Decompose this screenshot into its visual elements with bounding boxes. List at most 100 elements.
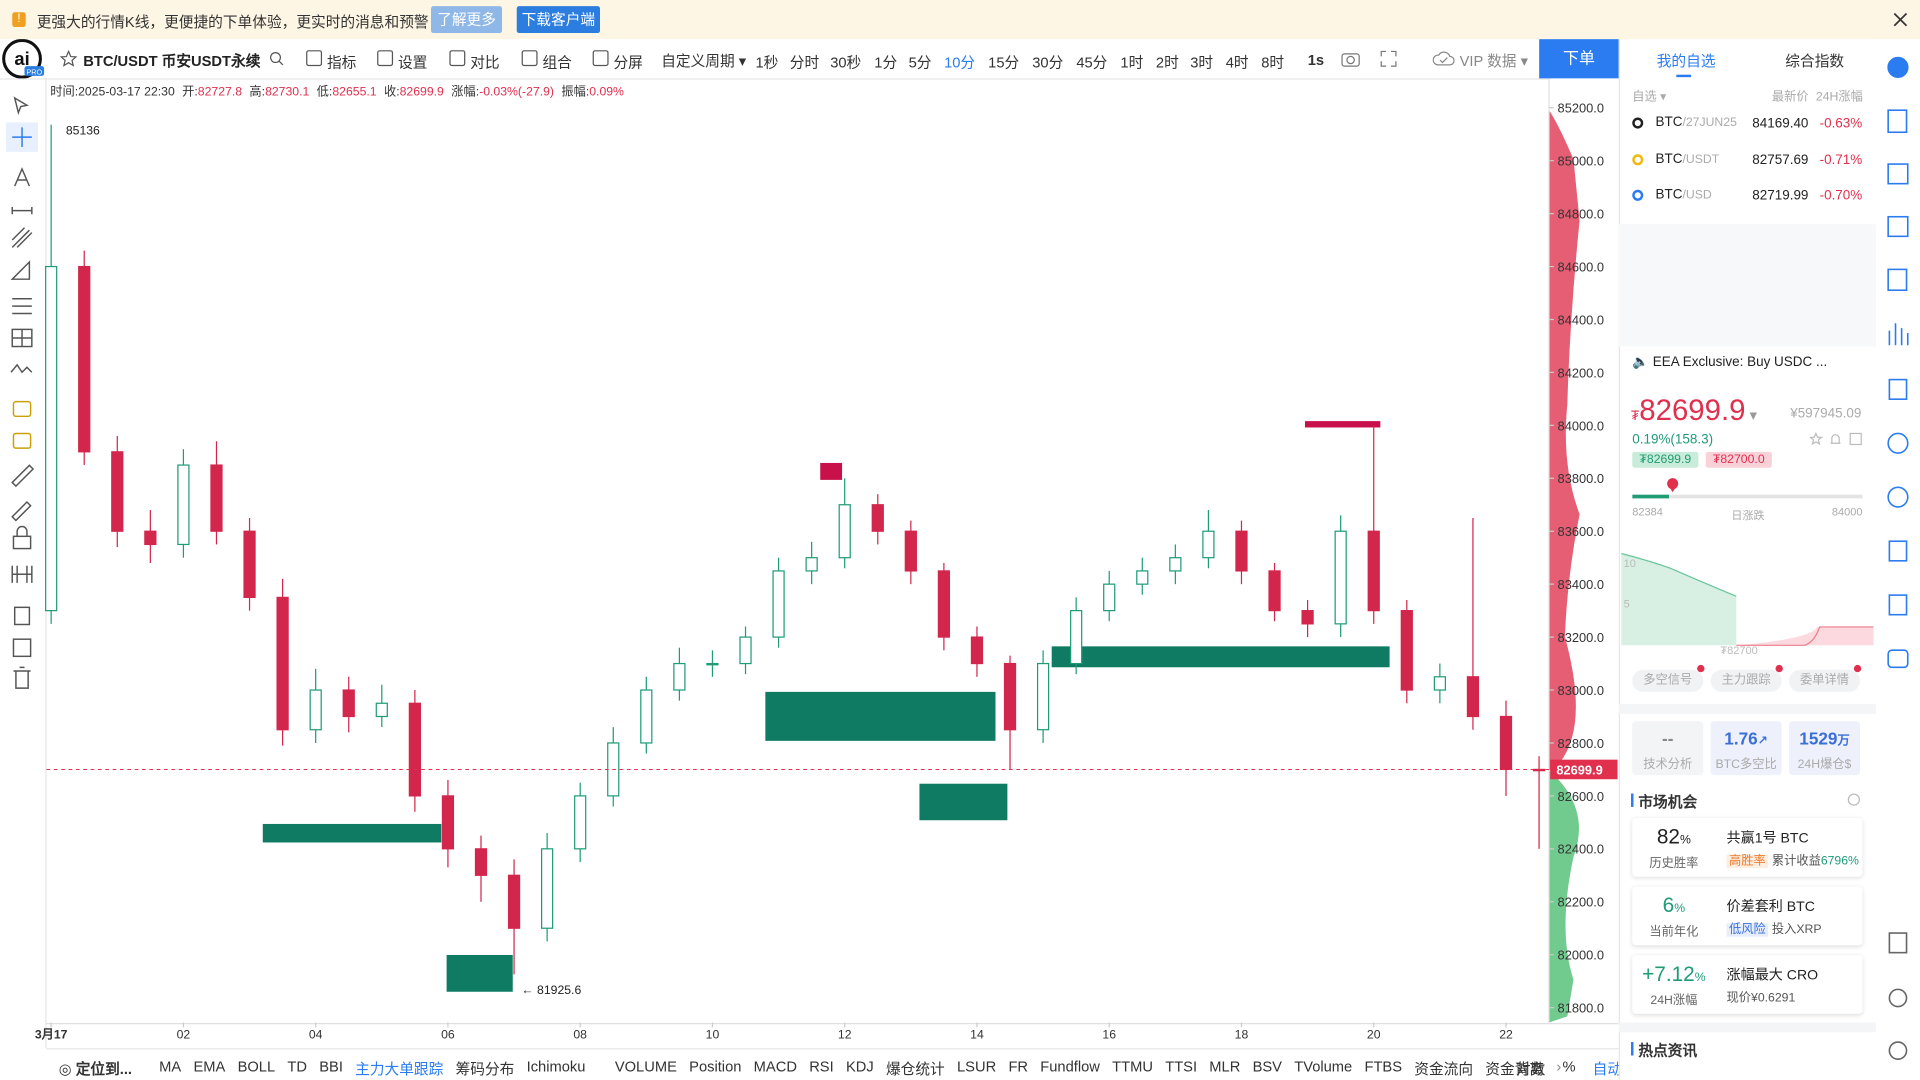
indicator[interactable]: Fundflow xyxy=(1040,1057,1100,1076)
period[interactable]: 10分 xyxy=(944,53,976,72)
locate[interactable]: ◎ 定位到... xyxy=(58,1060,133,1078)
indicator[interactable]: 爆仓统计 xyxy=(885,1060,945,1078)
settings-tool[interactable] xyxy=(12,638,32,658)
indicator[interactable]: FR xyxy=(1008,1057,1029,1076)
side-icon[interactable] xyxy=(1888,988,1908,1008)
close-banner[interactable] xyxy=(1893,12,1908,27)
fullscreen-icon[interactable] xyxy=(1380,50,1397,67)
side-icon[interactable] xyxy=(1888,540,1908,562)
tab-active[interactable]: 我的自选 xyxy=(1656,52,1716,70)
watch-symbol[interactable]: BTC/USD xyxy=(1656,187,1712,202)
period[interactable]: 1秒 xyxy=(755,53,779,72)
learn-more-button[interactable]: 了解更多 xyxy=(431,6,503,34)
signal-button[interactable]: 多空信号 xyxy=(1632,669,1704,692)
period[interactable]: 1s xyxy=(1307,51,1325,69)
side-icon[interactable] xyxy=(1887,268,1908,292)
indicator[interactable]: RSI xyxy=(809,1057,834,1076)
text-tool[interactable] xyxy=(14,167,31,187)
period[interactable]: 1时 xyxy=(1120,53,1144,72)
side-icon[interactable] xyxy=(1888,932,1908,954)
indicator[interactable]: 筹码分布 xyxy=(455,1060,515,1078)
list-filter[interactable]: 自选 ▾ xyxy=(1632,90,1667,105)
period[interactable]: 30分 xyxy=(1032,53,1064,72)
indicator[interactable]: KDJ xyxy=(845,1057,874,1076)
crosshair-tool[interactable] xyxy=(12,127,32,147)
watch-symbol[interactable]: BTC/USDT xyxy=(1656,151,1720,166)
period[interactable]: 分时 xyxy=(789,53,820,72)
star-icon[interactable] xyxy=(60,50,78,67)
indicator[interactable]: TTMU xyxy=(1112,1057,1153,1076)
indicator[interactable]: LSUR xyxy=(956,1057,997,1076)
indicator[interactable]: TVolume xyxy=(1294,1057,1353,1076)
side-icon[interactable] xyxy=(1887,109,1908,134)
custom-period[interactable]: 自定义周期 ▾ xyxy=(661,52,747,70)
indicator[interactable]: 资金流向 xyxy=(1414,1060,1474,1078)
layer-tool[interactable] xyxy=(13,606,31,626)
side-icon[interactable] xyxy=(1887,432,1909,454)
menu-item[interactable]: 指标 xyxy=(326,53,357,72)
menu-item[interactable]: 分屏 xyxy=(613,53,643,72)
lock-tool[interactable] xyxy=(12,535,32,550)
period[interactable]: 4时 xyxy=(1225,53,1249,72)
axis-option[interactable]: 自动 xyxy=(1592,1060,1623,1078)
order-button[interactable]: 下单 xyxy=(1539,39,1619,79)
side-icon[interactable] xyxy=(1888,1041,1908,1060)
period[interactable]: 1分 xyxy=(874,53,898,72)
axis-option[interactable]: 对数 xyxy=(1515,1060,1546,1078)
period[interactable]: 5分 xyxy=(908,53,932,72)
menu-item[interactable]: 组合 xyxy=(542,53,572,72)
indicator[interactable]: MA xyxy=(159,1057,182,1076)
indicator[interactable]: FTBS xyxy=(1364,1057,1403,1076)
notice-text[interactable]: EEA Exclusive: Buy USDC ... xyxy=(1652,355,1828,370)
camera-icon[interactable] xyxy=(1341,50,1361,67)
locate-label[interactable]: 定位到... xyxy=(75,1060,133,1078)
panel-icons[interactable] xyxy=(1809,432,1864,447)
menu-item[interactable]: 设置 xyxy=(397,53,428,72)
indicator[interactable]: Position xyxy=(689,1057,742,1076)
card[interactable] xyxy=(1632,955,1863,1014)
list-filter-label[interactable]: 自选 xyxy=(1632,90,1657,105)
pattern-tool-2[interactable] xyxy=(12,432,32,449)
vip-icon[interactable] xyxy=(1432,51,1455,66)
indicator[interactable]: BOLL xyxy=(237,1057,276,1076)
search-icon[interactable] xyxy=(269,51,284,66)
indicator[interactable]: Ichimoku xyxy=(526,1057,586,1076)
period[interactable]: 15分 xyxy=(988,53,1020,72)
vip-data[interactable]: VIP 数据 ▾ xyxy=(1459,52,1528,70)
symbol[interactable]: BTC/USDT 币安USDT永续 xyxy=(83,52,261,70)
side-icon[interactable] xyxy=(1887,163,1909,185)
custom-period-label[interactable]: 自定义周期 xyxy=(661,52,735,70)
indicator[interactable]: EMA xyxy=(193,1057,226,1076)
period[interactable]: 8时 xyxy=(1261,53,1285,72)
period[interactable]: 3时 xyxy=(1190,53,1214,72)
pointer-tool[interactable] xyxy=(13,96,29,116)
indicator[interactable]: BBI xyxy=(319,1057,343,1076)
channel-tool[interactable] xyxy=(11,227,33,248)
signal-button[interactable]: 主力跟踪 xyxy=(1710,669,1782,692)
wave-tool[interactable] xyxy=(10,363,33,374)
indicator[interactable]: 主力大单跟踪 xyxy=(355,1060,444,1078)
indicator[interactable]: BSV xyxy=(1252,1057,1282,1076)
refresh-icon[interactable] xyxy=(1847,792,1862,807)
side-icon[interactable] xyxy=(1887,215,1909,238)
line-tool[interactable] xyxy=(11,206,33,215)
indicator[interactable]: MACD xyxy=(753,1057,797,1076)
indicator[interactable]: MLR xyxy=(1209,1057,1241,1076)
magnet-tool[interactable] xyxy=(11,565,33,583)
indicator[interactable]: TD xyxy=(287,1057,307,1076)
tab[interactable]: 综合指数 xyxy=(1785,52,1845,70)
period[interactable]: 30秒 xyxy=(830,53,862,72)
period[interactable]: 45分 xyxy=(1076,53,1108,72)
indicator[interactable]: 资金背离 xyxy=(1485,1060,1545,1078)
indicator[interactable]: VOLUME xyxy=(614,1057,677,1076)
side-icon[interactable] xyxy=(1888,378,1908,400)
pattern-tool[interactable] xyxy=(12,400,32,418)
delete-tool[interactable] xyxy=(13,666,31,689)
side-icon[interactable] xyxy=(1887,486,1909,508)
download-button[interactable]: 下载客户端 xyxy=(516,6,601,34)
fib-tool[interactable] xyxy=(12,298,32,315)
signal-button[interactable]: 委单详情 xyxy=(1788,669,1861,692)
side-icon[interactable] xyxy=(1888,323,1909,346)
shape-tool[interactable] xyxy=(10,260,31,280)
side-icon[interactable] xyxy=(1888,594,1908,616)
